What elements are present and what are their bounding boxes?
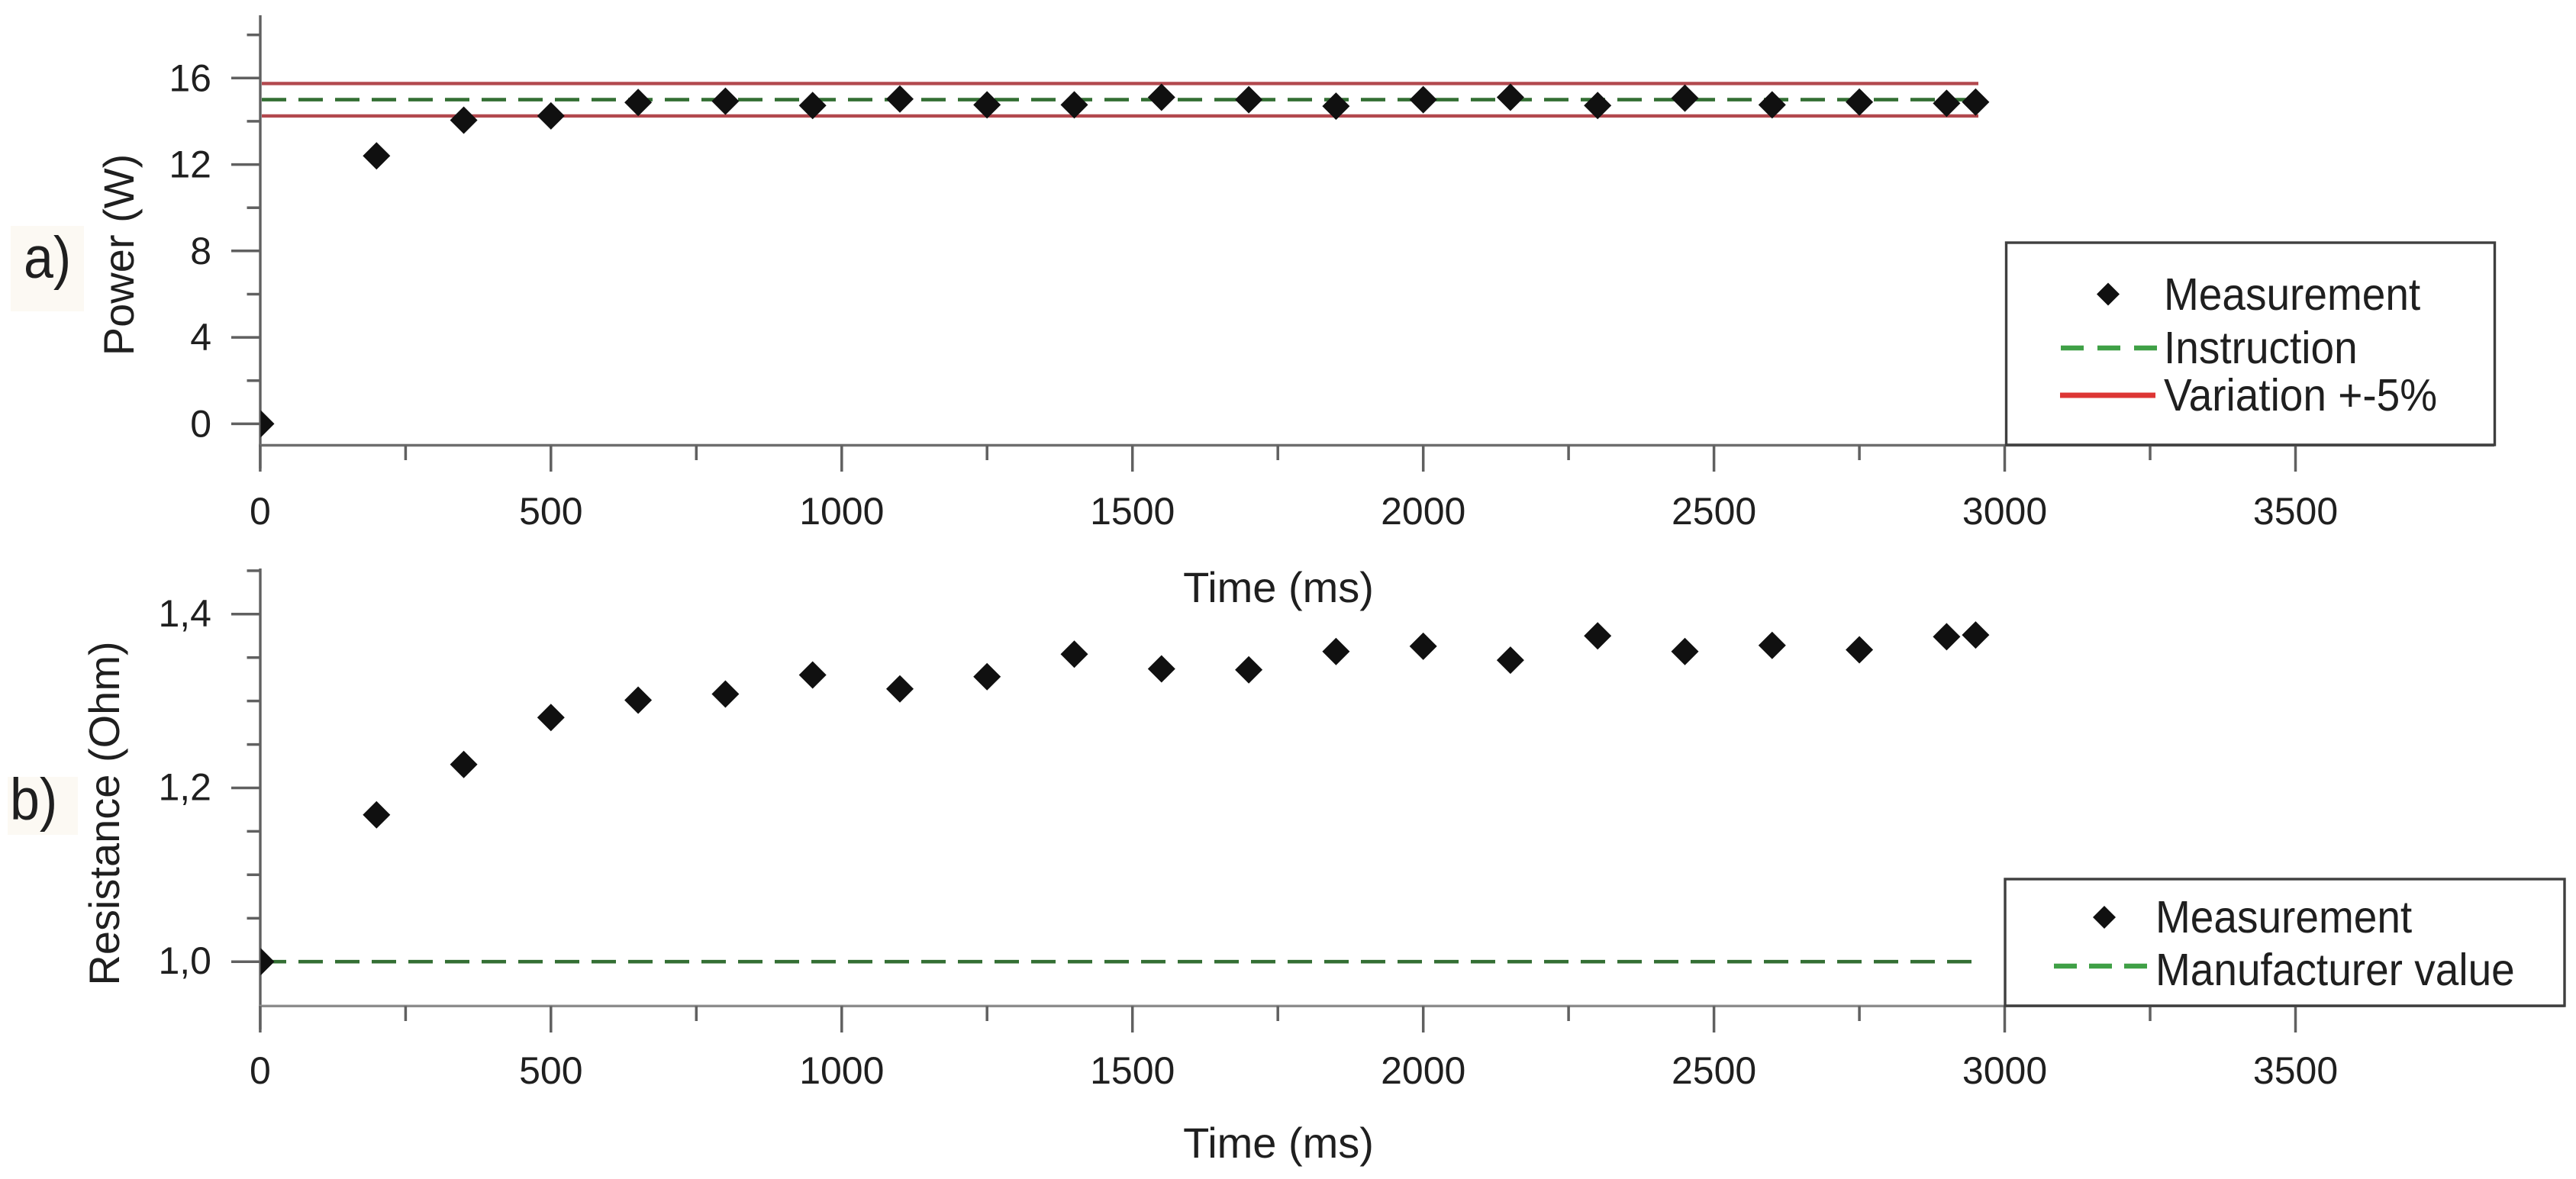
svg-text:2000: 2000 [1381,490,1465,533]
svg-text:1500: 1500 [1090,490,1175,533]
svg-text:Time (ms): Time (ms) [1183,1119,1374,1167]
svg-text:3000: 3000 [1962,490,2047,533]
svg-text:2000: 2000 [1381,1049,1465,1092]
svg-text:Variation +-5%: Variation +-5% [2164,370,2437,420]
svg-text:1000: 1000 [799,1049,884,1092]
svg-text:1,0: 1,0 [158,939,211,982]
svg-text:Time (ms): Time (ms) [1183,563,1374,611]
svg-text:12: 12 [169,143,211,186]
svg-text:b): b) [10,766,57,833]
svg-text:2500: 2500 [1672,1049,1756,1092]
svg-text:0: 0 [250,490,271,533]
svg-text:0: 0 [250,1049,271,1092]
svg-text:1,4: 1,4 [158,592,211,635]
svg-text:3000: 3000 [1962,1049,2047,1092]
svg-text:a): a) [24,224,71,291]
svg-text:2500: 2500 [1672,490,1756,533]
svg-text:1,2: 1,2 [158,766,211,809]
svg-text:1000: 1000 [799,490,884,533]
svg-text:500: 500 [519,1049,582,1092]
svg-text:8: 8 [190,230,211,272]
svg-text:16: 16 [169,56,211,99]
svg-text:Instruction: Instruction [2164,323,2358,373]
svg-text:3500: 3500 [2253,490,2338,533]
svg-text:Measurement: Measurement [2164,269,2420,320]
svg-text:500: 500 [519,490,582,533]
svg-text:Resistance (Ohm): Resistance (Ohm) [80,641,128,985]
svg-text:1500: 1500 [1090,1049,1175,1092]
svg-text:3500: 3500 [2253,1049,2338,1092]
svg-text:4: 4 [190,316,211,359]
svg-text:Measurement: Measurement [2155,892,2412,942]
svg-text:0: 0 [190,402,211,445]
svg-text:Power (W): Power (W) [95,154,143,356]
svg-text:Manufacturer value: Manufacturer value [2155,945,2515,995]
